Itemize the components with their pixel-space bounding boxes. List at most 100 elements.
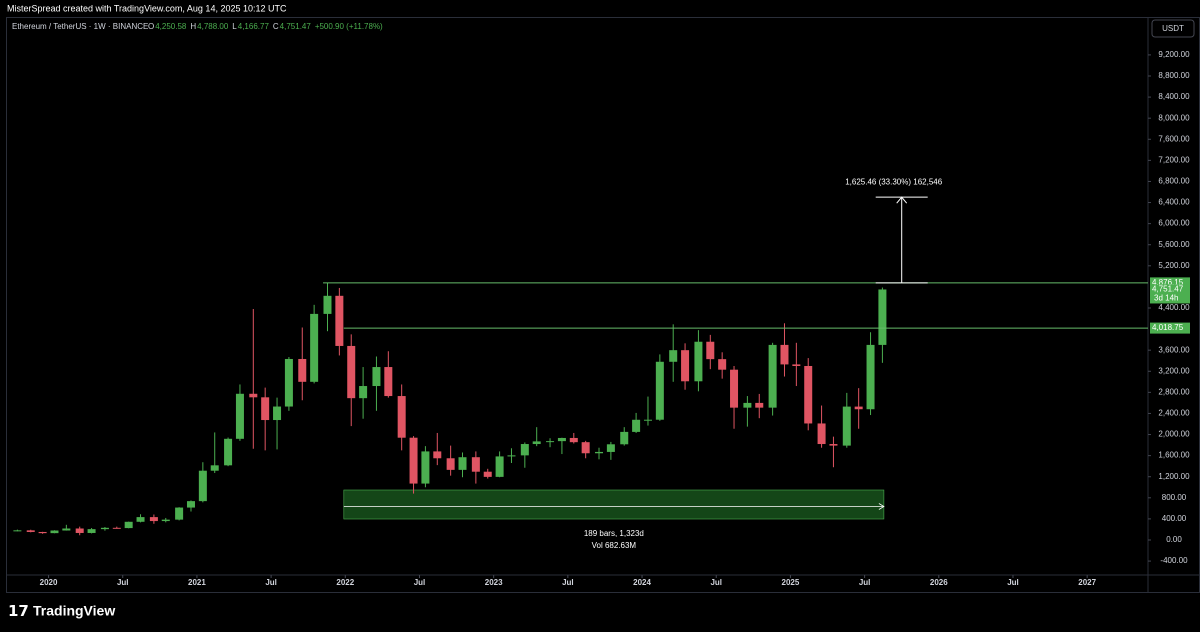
candle-body bbox=[471, 457, 480, 472]
currency: USDT bbox=[1162, 24, 1184, 33]
candle-body bbox=[706, 341, 715, 360]
candle-body bbox=[261, 397, 270, 421]
candle-body bbox=[546, 441, 555, 443]
candle-body bbox=[13, 530, 22, 532]
candle-body bbox=[198, 470, 207, 502]
candle-body bbox=[743, 402, 752, 408]
candle-body bbox=[149, 517, 158, 522]
last-price-label: 4,751.47 bbox=[1152, 285, 1184, 294]
candle-body bbox=[323, 295, 332, 314]
y-tick-label: 8,400.00 bbox=[1158, 92, 1190, 101]
candle-body bbox=[768, 344, 777, 408]
candle-body bbox=[186, 501, 195, 508]
candle-body bbox=[75, 528, 84, 533]
last-price-badge bbox=[1150, 284, 1190, 304]
range-volume: Vol 682.63M bbox=[592, 541, 637, 550]
candle-body bbox=[124, 521, 133, 529]
candle-body bbox=[755, 402, 764, 408]
candle-body bbox=[175, 507, 184, 520]
candle-body bbox=[100, 527, 109, 530]
x-tick-label: 2022 bbox=[336, 578, 354, 587]
symbol: Ethereum / TetherUS · 1W · BINANCE bbox=[12, 22, 148, 31]
x-tick-label: Jul bbox=[562, 578, 574, 587]
candle-body bbox=[878, 289, 887, 345]
candle-body bbox=[446, 458, 455, 470]
candle-body bbox=[372, 367, 381, 387]
candle-body bbox=[433, 451, 442, 459]
candle-body bbox=[842, 406, 851, 446]
candle-body bbox=[532, 441, 541, 445]
y-tick-label: 4,400.00 bbox=[1158, 303, 1190, 312]
candle-body bbox=[38, 531, 47, 534]
candle-body bbox=[310, 313, 319, 382]
candle-body bbox=[620, 431, 629, 445]
ohlc-key: H bbox=[190, 22, 196, 31]
y-tick-label: 6,800.00 bbox=[1158, 177, 1190, 186]
y-tick-label: 1,600.00 bbox=[1158, 451, 1190, 460]
range-label: 189 bars, 1,323d bbox=[584, 529, 644, 538]
candle-body bbox=[520, 444, 529, 456]
candle-body bbox=[655, 361, 664, 420]
y-tick-label: 1,200.00 bbox=[1158, 472, 1190, 481]
range-box bbox=[343, 489, 885, 520]
brand: TradingView bbox=[33, 603, 115, 619]
candle-body bbox=[235, 393, 244, 439]
candle-body bbox=[136, 517, 145, 522]
range-arrow-head bbox=[878, 503, 885, 510]
x-tick-label: Jul bbox=[1007, 578, 1019, 587]
brand-mark: 𝟭𝟳 bbox=[8, 603, 29, 620]
countdown: 3d 14h bbox=[1154, 294, 1178, 303]
candle-body bbox=[161, 519, 170, 522]
candle-body bbox=[718, 359, 727, 370]
y-tick-label: 0.00 bbox=[1166, 535, 1182, 544]
candle-body bbox=[632, 419, 641, 432]
candle-body bbox=[681, 350, 690, 382]
y-tick-label: 2,000.00 bbox=[1158, 430, 1190, 439]
candle-body bbox=[780, 344, 789, 365]
candle-body bbox=[557, 437, 566, 442]
change: +500.90 (+11.78%) bbox=[315, 22, 383, 31]
candle-body bbox=[495, 456, 504, 477]
x-tick-label: Jul bbox=[265, 578, 277, 587]
candle-body bbox=[829, 444, 838, 446]
x-tick-label: 2026 bbox=[930, 578, 948, 587]
y-tick-label: 8,800.00 bbox=[1158, 71, 1190, 80]
y-tick-label: 3,600.00 bbox=[1158, 345, 1190, 354]
candle-body bbox=[483, 471, 492, 477]
candle-body bbox=[397, 396, 406, 438]
level-label: 4,876.15 bbox=[1152, 278, 1184, 287]
x-tick-label: 2020 bbox=[40, 578, 58, 587]
y-tick-label: 7,600.00 bbox=[1158, 134, 1190, 143]
level-badge bbox=[1150, 322, 1190, 334]
candle-body bbox=[273, 406, 282, 421]
candle-body bbox=[384, 367, 393, 397]
candle-body bbox=[284, 358, 293, 407]
ohlc-value: 4,788.00 bbox=[197, 22, 229, 31]
candle-body bbox=[298, 358, 307, 382]
x-tick-label: Jul bbox=[710, 578, 722, 587]
candle-body bbox=[817, 423, 826, 445]
candle-body bbox=[458, 457, 467, 470]
x-tick-label: Jul bbox=[117, 578, 129, 587]
candle-body bbox=[669, 350, 678, 362]
ohlc-value: 4,751.47 bbox=[280, 22, 312, 31]
candle-body bbox=[359, 386, 368, 399]
ohlc-value: 4,250.58 bbox=[155, 22, 187, 31]
candle-body bbox=[569, 437, 578, 443]
x-tick-label: Jul bbox=[414, 578, 426, 587]
x-tick-label: 2025 bbox=[782, 578, 800, 587]
x-tick-label: 2023 bbox=[485, 578, 503, 587]
currency-box[interactable] bbox=[1151, 19, 1195, 38]
y-tick-label: 7,200.00 bbox=[1158, 155, 1190, 164]
y-tick-label: 6,000.00 bbox=[1158, 219, 1190, 228]
candle-body bbox=[694, 341, 703, 382]
x-tick-label: 2024 bbox=[633, 578, 651, 587]
y-tick-label: 800.00 bbox=[1162, 493, 1187, 502]
x-tick-label: 2027 bbox=[1078, 578, 1096, 587]
candle-body bbox=[804, 365, 813, 424]
candle-body bbox=[347, 345, 356, 399]
candle-body bbox=[854, 406, 863, 410]
candle-body bbox=[112, 527, 121, 529]
candle-body bbox=[792, 364, 801, 366]
